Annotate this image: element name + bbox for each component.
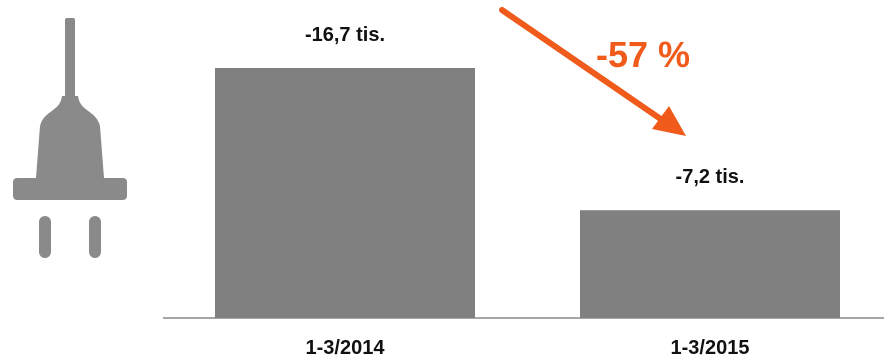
bar-1-3-2014 xyxy=(215,68,475,318)
bar-1-3-2015 xyxy=(580,210,840,318)
plug-cable xyxy=(65,18,75,98)
plug-base xyxy=(13,178,127,200)
trend-arrow-icon xyxy=(499,7,686,136)
plug-icon xyxy=(13,18,127,258)
trend-arrow-shaft xyxy=(499,7,668,125)
x-tick-label-1-3-2015: 1-3/2015 xyxy=(671,337,750,359)
plug-prong-left xyxy=(39,216,51,258)
x-tick-label-1-3-2014: 1-3/2014 xyxy=(306,337,386,359)
trend-arrow-head xyxy=(652,106,686,136)
data-label-1-3-2015: -7,2 tis. xyxy=(676,166,745,188)
data-label-1-3-2014: -16,7 tis. xyxy=(305,24,385,46)
plug-prong-right xyxy=(89,216,101,258)
plug-body xyxy=(36,96,104,178)
percent-change-annotation: -57 % xyxy=(596,34,690,75)
